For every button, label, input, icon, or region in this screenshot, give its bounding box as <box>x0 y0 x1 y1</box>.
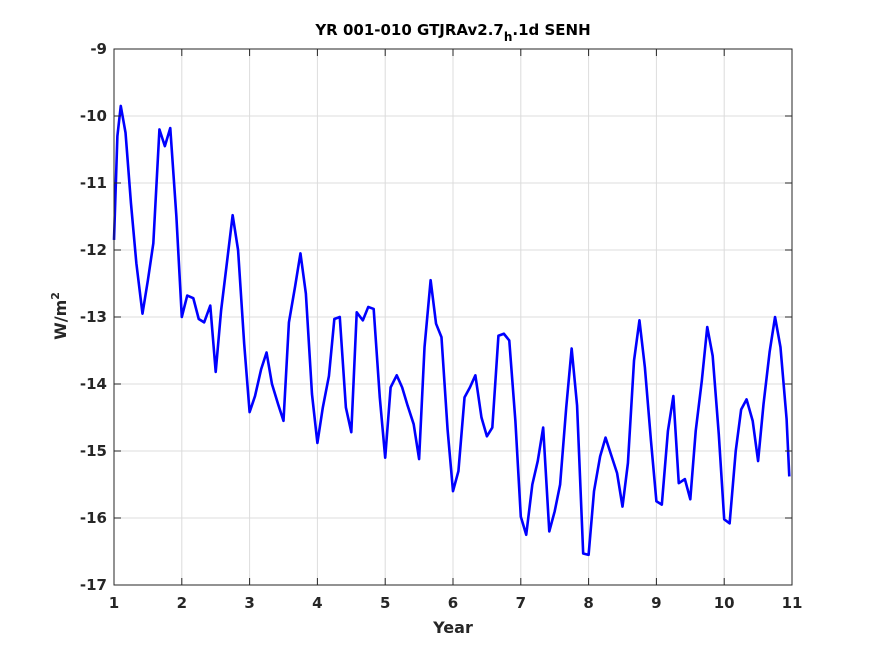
x-tick-label: 8 <box>583 594 593 612</box>
y-tick-label: -9 <box>90 40 107 58</box>
y-tick-label: -12 <box>80 241 107 259</box>
y-axis-label: W/m2 <box>49 292 70 340</box>
x-tick-label: 3 <box>244 594 254 612</box>
y-tick-label: -15 <box>80 442 107 460</box>
x-tick-label: 11 <box>782 594 803 612</box>
chart-title-suffix: .1d SENH <box>512 21 590 39</box>
x-axis-label: Year <box>432 618 473 637</box>
y-tick-label: -16 <box>80 509 107 527</box>
y-tick-label: -13 <box>80 308 107 326</box>
x-tick-label: 2 <box>177 594 187 612</box>
y-axis-label-superscript: 2 <box>49 292 62 300</box>
chart-title: YR 001-010 GTJRAv2.7h.1d SENH <box>314 21 590 44</box>
ticks: 1 2 3 4 5 6 7 8 9 10 11 -17 -16 -15 -14 -13 -12 -11 -10 -9 <box>80 40 803 612</box>
x-tick-label: 9 <box>651 594 661 612</box>
x-tick-label: 1 <box>109 594 119 612</box>
x-tick-label: 4 <box>312 594 322 612</box>
chart-title-subscript: h <box>504 30 513 44</box>
series-line <box>112 104 791 557</box>
chart-title-main: YR 001-010 GTJRAv2.7 <box>314 21 504 39</box>
series-layer <box>112 104 791 557</box>
y-axis-label-base: W/m <box>51 300 70 340</box>
y-tick-label: -10 <box>80 107 107 125</box>
y-tick-label: -17 <box>80 576 107 594</box>
x-tick-label: 6 <box>448 594 458 612</box>
x-tick-label: 10 <box>714 594 735 612</box>
y-tick-label: -14 <box>80 375 107 393</box>
x-tick-label: 5 <box>380 594 390 612</box>
y-tick-label: -11 <box>80 174 107 192</box>
x-tick-label: 7 <box>516 594 526 612</box>
